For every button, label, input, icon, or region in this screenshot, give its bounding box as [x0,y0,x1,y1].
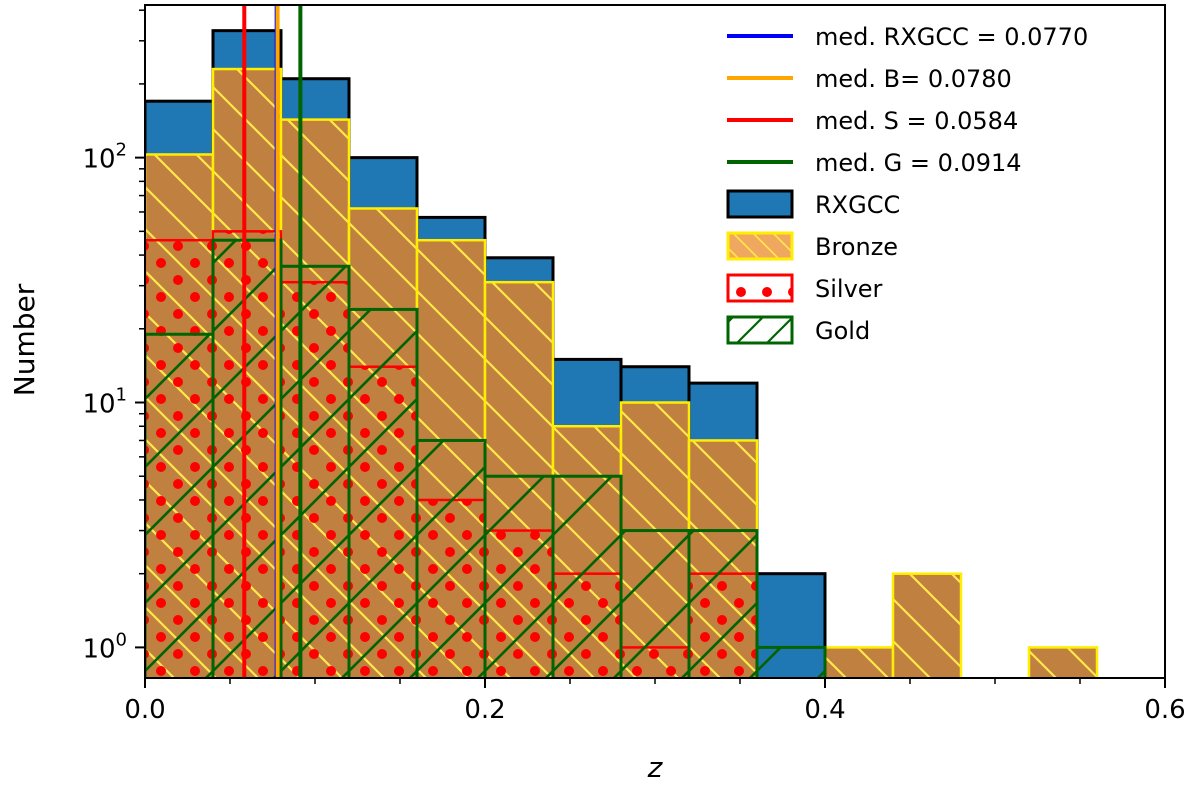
legend-label: med. G = 0.0914 [815,149,1022,177]
legend-item-bronze: Bronze [726,231,898,261]
gold-bar-1 [211,238,283,678]
legend-item-silver: Silver [726,273,883,303]
gold-bar-3 [347,307,419,678]
gold-bar-8 [687,529,759,678]
legend: med. RXGCC = 0.0770 med. B= 0.0780 med. S … [726,23,1088,345]
y-tick-label-1: 101 [82,385,127,420]
median-lines [242,5,303,678]
legend-item-med-s-0-0584: med. S = 0.0584 [727,107,1018,135]
bronze-bar-11 [891,572,963,678]
legend-item-med-b-0-0780: med. B= 0.0780 [727,65,1012,93]
x-tick-label-2: 0.4 [804,695,845,725]
bronze-bar-10 [823,646,895,678]
gold-bar-0 [145,332,215,678]
legend-label: Gold [815,317,870,345]
x-tick-label-3: 0.6 [1144,695,1185,725]
legend-patch-swatch [726,189,794,219]
legend-item-rxgcc: RXGCC [726,189,900,219]
y-axis: 100 101 102 [82,9,145,664]
legend-item-gold: Gold [726,315,870,345]
x-tick-label-0: 0.0 [124,695,165,725]
y-axis-label: Number [8,283,41,396]
gold-bar-2 [279,264,351,678]
legend-item-med-g-0-0914: med. G = 0.0914 [727,149,1022,177]
x-axis: 0.0 0.2 0.4 0.6 [124,678,1186,725]
legend-label: Silver [815,275,883,303]
gold-bar-4 [415,438,487,678]
gold-bar-7 [619,529,691,678]
legend-item-med-rxgcc-0-0770: med. RXGCC = 0.0770 [727,23,1088,51]
gold-bar-9 [755,645,827,678]
bronze-bar-13 [1027,646,1099,678]
legend-label: RXGCC [815,191,900,219]
gold-bar-6 [551,474,623,678]
gold-bars [145,238,827,678]
gold-bar-5 [483,474,555,678]
y-tick-label-2: 102 [82,140,127,175]
plot-area [145,5,1099,678]
x-axis-label: z [647,751,664,784]
legend-label: med. RXGCC = 0.0770 [815,23,1088,51]
legend-label: med. B= 0.0780 [815,65,1012,93]
legend-patch-hatch [726,315,794,345]
legend-label: med. S = 0.0584 [815,107,1018,135]
x-tick-label-1: 0.2 [464,695,505,725]
y-tick-label-0: 100 [82,629,127,664]
legend-patch-hatch [726,273,794,303]
legend-patch-hatch [726,231,794,261]
legend-label: Bronze [815,233,898,261]
